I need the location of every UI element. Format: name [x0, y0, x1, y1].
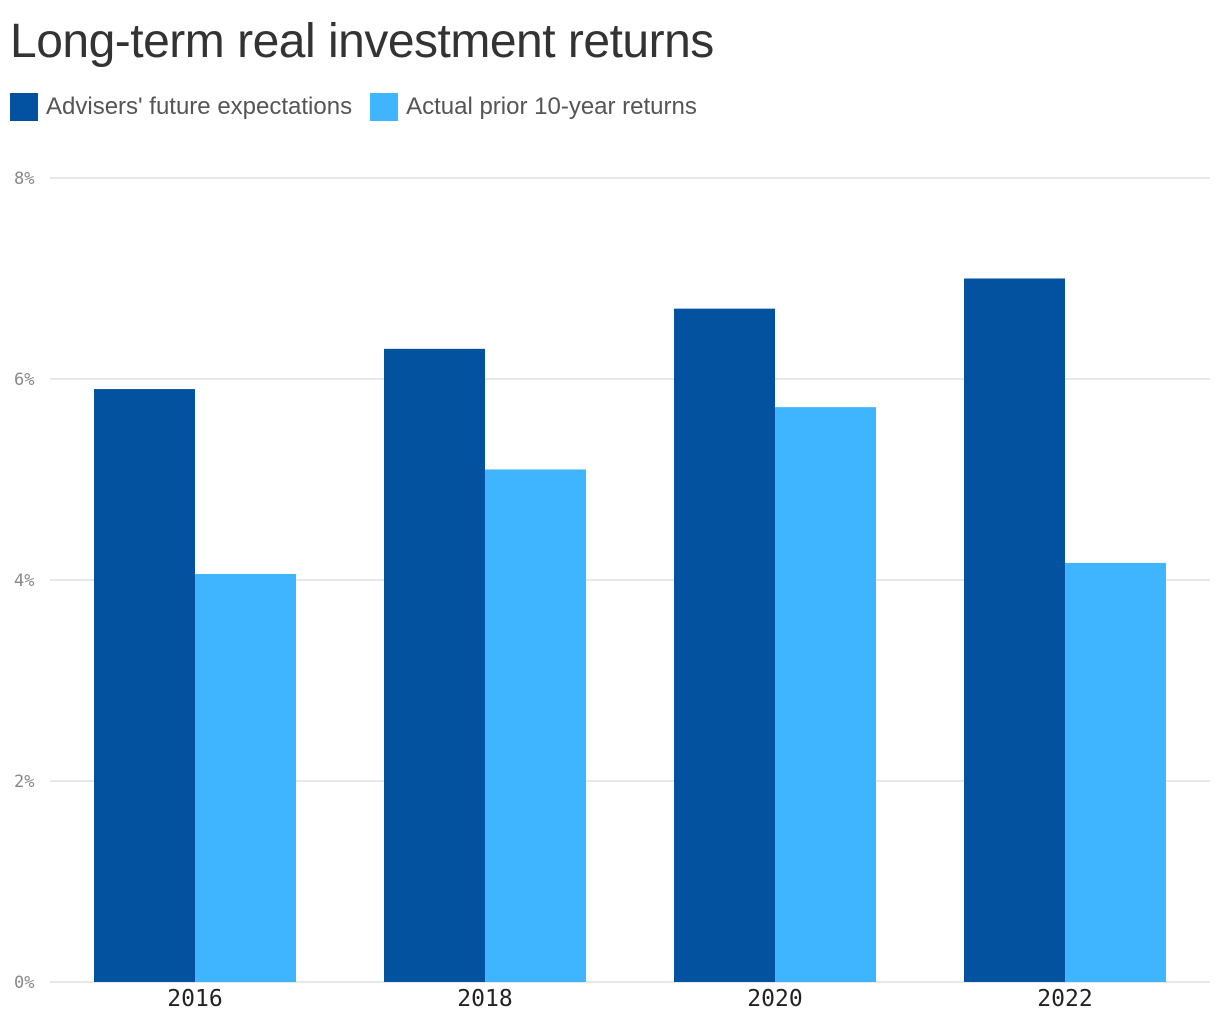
y-tick-label-4: 4% [14, 571, 34, 591]
legend: Advisers' future expectations Actual pri… [10, 93, 715, 121]
y-tick-label-6: 6% [14, 370, 34, 390]
x-axis: 2016 2018 2020 2022 [167, 986, 1092, 1012]
legend-label-actual: Actual prior 10-year returns [406, 93, 697, 120]
bar-expectations-2016 [94, 389, 195, 982]
x-tick-label-2022: 2022 [1037, 986, 1092, 1012]
legend-label-expectations: Advisers' future expectations [46, 93, 353, 120]
y-tick-label-8: 8% [14, 169, 34, 189]
bar-expectations-2022 [964, 278, 1065, 982]
bar-expectations-2018 [384, 348, 485, 983]
bars [94, 278, 1166, 983]
bar-actual-2018 [485, 469, 586, 982]
legend-item-expectations: Advisers' future expectations [10, 93, 352, 121]
legend-swatch-expectations [10, 93, 38, 121]
legend-swatch-actual [370, 93, 399, 121]
legend-item-actual: Actual prior 10-year returns [370, 93, 697, 121]
y-tick-label-2: 2% [14, 772, 34, 792]
bar-actual-2022 [1065, 562, 1166, 982]
x-tick-label-2020: 2020 [747, 986, 802, 1012]
bar-actual-2020 [775, 407, 876, 982]
bar-expectations-2020 [674, 308, 775, 982]
chart-title: Long-term real investment returns [10, 15, 714, 68]
y-tick-label-0: 0% [14, 973, 34, 993]
x-tick-label-2018: 2018 [457, 986, 512, 1012]
x-tick-label-2016: 2016 [167, 986, 222, 1012]
bar-actual-2016 [195, 573, 296, 982]
